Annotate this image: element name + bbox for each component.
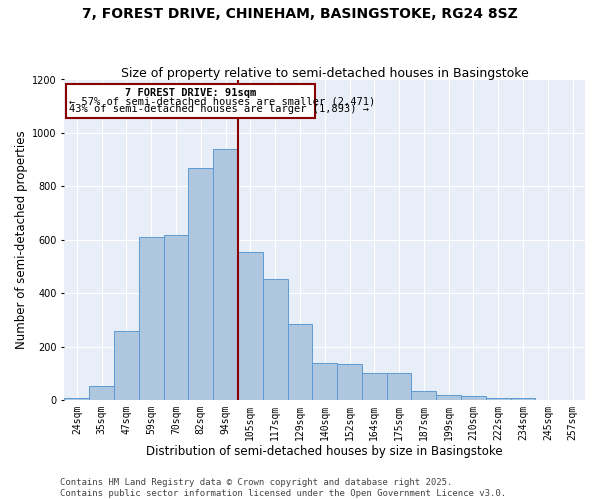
Bar [511, 398, 535, 400]
X-axis label: Distribution of semi-detached houses by size in Basingstoke: Distribution of semi-detached houses by … [146, 444, 503, 458]
Bar [362, 374, 386, 400]
Bar [164, 234, 188, 400]
Bar [139, 237, 164, 400]
Text: 43% of semi-detached houses are larger (1,893) →: 43% of semi-detached houses are larger (… [70, 104, 370, 115]
Bar [461, 396, 486, 400]
Bar [89, 386, 114, 400]
Bar [313, 363, 337, 400]
Bar [213, 149, 238, 400]
Y-axis label: Number of semi-detached properties: Number of semi-detached properties [15, 130, 28, 349]
Bar [114, 330, 139, 400]
Text: 7, FOREST DRIVE, CHINEHAM, BASINGSTOKE, RG24 8SZ: 7, FOREST DRIVE, CHINEHAM, BASINGSTOKE, … [82, 8, 518, 22]
Bar [386, 374, 412, 400]
Bar [287, 324, 313, 400]
Text: Contains HM Land Registry data © Crown copyright and database right 2025.
Contai: Contains HM Land Registry data © Crown c… [60, 478, 506, 498]
Bar [486, 398, 511, 400]
Bar [188, 168, 213, 400]
Bar [263, 278, 287, 400]
Text: 7 FOREST DRIVE: 91sqm: 7 FOREST DRIVE: 91sqm [125, 88, 256, 98]
Bar [238, 252, 263, 400]
Bar [412, 391, 436, 400]
Text: ← 57% of semi-detached houses are smaller (2,471): ← 57% of semi-detached houses are smalle… [70, 96, 376, 106]
Bar [337, 364, 362, 400]
Bar [436, 395, 461, 400]
Bar [64, 398, 89, 400]
FancyBboxPatch shape [65, 84, 315, 118]
Title: Size of property relative to semi-detached houses in Basingstoke: Size of property relative to semi-detach… [121, 66, 529, 80]
